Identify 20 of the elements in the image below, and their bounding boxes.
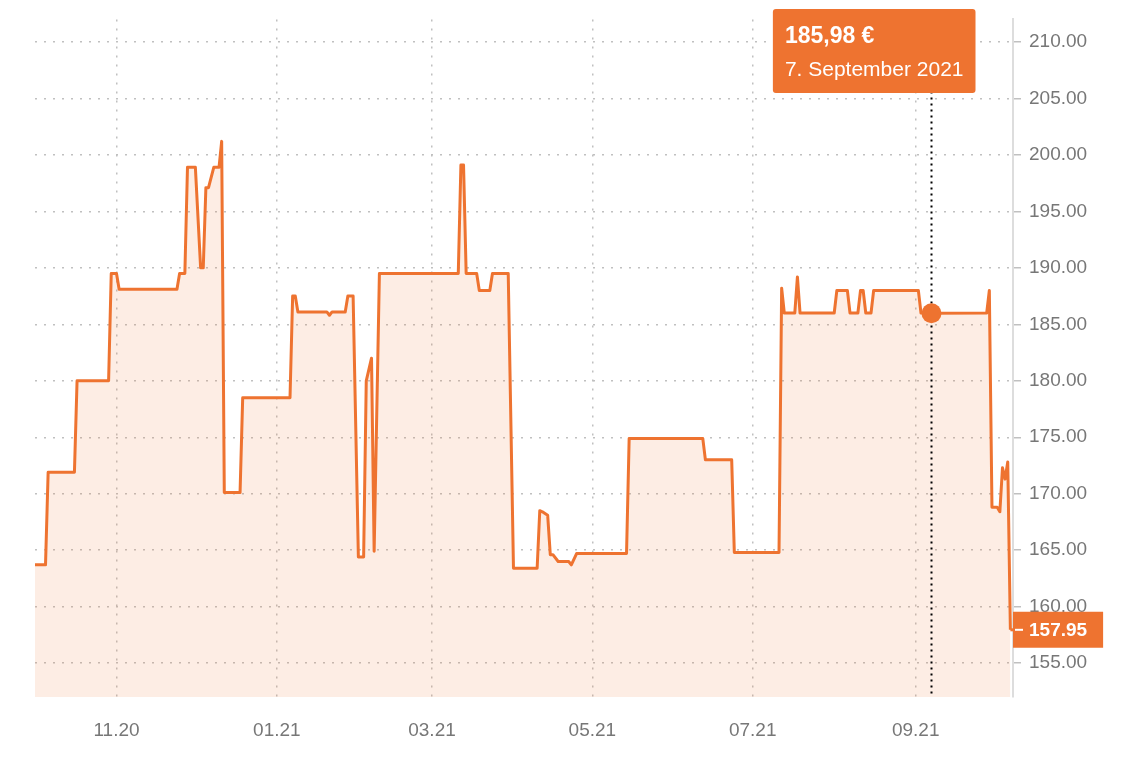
y-tick-label: 195.00 [1029,199,1088,221]
y-tick-label: 185.00 [1029,312,1088,334]
x-tick-label: 05.21 [568,718,617,740]
x-tick-label: 01.21 [253,718,301,740]
x-tick-label: 07.21 [728,718,777,740]
x-tick-label: 03.21 [408,718,456,740]
y-tick-label: 200.00 [1029,143,1088,165]
y-tick-label: 160.00 [1029,594,1088,616]
y-tick-label: 155.00 [1029,651,1088,673]
y-tick-label: 210.00 [1029,30,1088,52]
x-tick-label: 11.20 [93,718,140,740]
y-tick-label: 180.00 [1029,369,1088,391]
y-tick-label: 190.00 [1029,256,1088,278]
y-tick-label: 175.00 [1029,425,1088,447]
x-tick-label: 09.21 [891,718,940,740]
y-tick-label: 170.00 [1029,481,1088,503]
y-tick-label: 165.00 [1029,538,1088,560]
annotation: 185,98 € 7. September 2021 [784,22,964,80]
annotation: 157.95 [1029,619,1088,641]
y-tick-label: 205.00 [1029,86,1088,108]
